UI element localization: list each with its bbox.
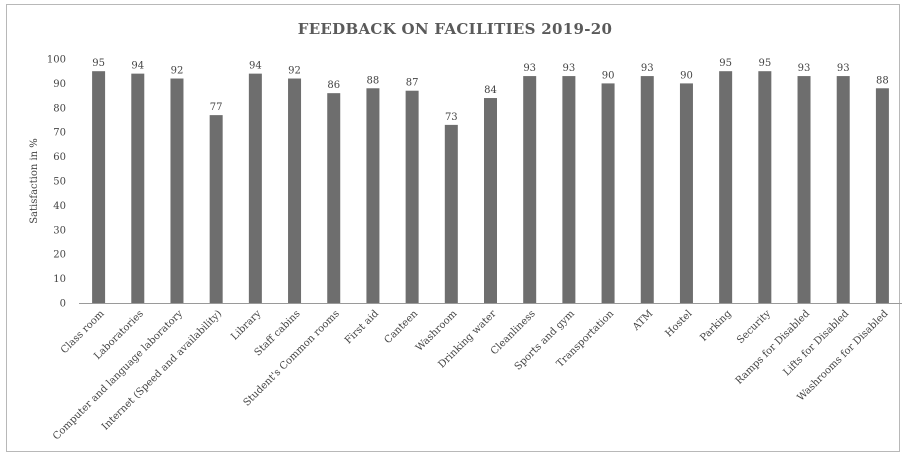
data-labels-group: 95 94 92 77 94 92 86 88 87 73 84 93 93 90 93 90 95 95 93 93… <box>92 58 889 123</box>
bar <box>797 76 811 303</box>
data-label: 93 <box>798 63 811 74</box>
bar <box>758 71 772 303</box>
y-tick-label: 0 <box>60 299 66 310</box>
y-tick-label: 30 <box>53 225 66 236</box>
y-axis-ticks: 0 10 20 30 40 50 60 70 80 90 100 <box>47 55 66 310</box>
data-label: 93 <box>837 63 850 74</box>
y-tick-label: 90 <box>53 79 66 90</box>
x-category-label: Security <box>735 308 773 346</box>
bar <box>327 93 341 303</box>
bar <box>640 76 654 303</box>
data-label: 86 <box>327 80 340 91</box>
data-label: 90 <box>680 70 693 81</box>
data-label: 87 <box>406 78 419 89</box>
y-axis-title: Satisfaction in % <box>29 138 40 224</box>
bar <box>288 78 302 304</box>
x-category-label: First aid <box>343 308 381 346</box>
data-label: 92 <box>288 66 301 77</box>
chart-title: FEEDBACK ON FACILITIES 2019-20 <box>297 20 613 38</box>
y-tick-label: 10 <box>53 274 66 285</box>
bar <box>209 115 223 304</box>
data-label: 88 <box>876 75 889 86</box>
y-tick-label: 20 <box>53 250 66 261</box>
y-tick-label: 60 <box>53 152 66 163</box>
y-tick-label: 80 <box>53 103 66 114</box>
data-label: 93 <box>523 63 536 74</box>
x-category-label: Canteen <box>383 308 421 346</box>
bar <box>405 90 419 303</box>
x-category-label: Library <box>229 308 263 342</box>
bar <box>131 73 145 303</box>
data-label: 95 <box>92 58 105 69</box>
data-label: 77 <box>210 102 223 113</box>
data-label: 94 <box>249 61 262 72</box>
y-tick-label: 70 <box>53 128 66 139</box>
bar <box>366 88 380 303</box>
y-tick-label: 100 <box>47 55 66 66</box>
bar <box>719 71 733 303</box>
bar <box>444 124 458 303</box>
data-label: 88 <box>367 75 380 86</box>
x-category-label: Hostel <box>663 308 694 339</box>
y-tick-label: 50 <box>53 177 66 188</box>
x-category-label: ATM <box>630 308 655 333</box>
data-label: 93 <box>563 63 576 74</box>
bar <box>562 76 576 303</box>
bar <box>92 71 106 303</box>
bar <box>601 83 615 304</box>
bar <box>170 78 184 304</box>
x-category-label: Ramps for Disabled <box>734 308 813 387</box>
bar <box>875 88 889 303</box>
data-label: 90 <box>602 70 615 81</box>
bar <box>836 76 850 303</box>
bar <box>484 98 497 303</box>
bars-group <box>92 71 889 304</box>
x-category-label: Lifts for Disabled <box>781 308 851 378</box>
x-category-label: Parking <box>698 308 734 344</box>
bar <box>248 73 262 303</box>
bar <box>523 76 537 303</box>
y-tick-label: 40 <box>53 201 66 212</box>
data-label: 95 <box>719 58 732 69</box>
data-label: 93 <box>641 63 654 74</box>
data-label: 73 <box>445 112 458 123</box>
data-label: 94 <box>131 61 144 72</box>
data-label: 84 <box>484 85 497 96</box>
bar <box>679 83 693 304</box>
data-label: 92 <box>171 66 184 77</box>
data-label: 95 <box>758 58 771 69</box>
